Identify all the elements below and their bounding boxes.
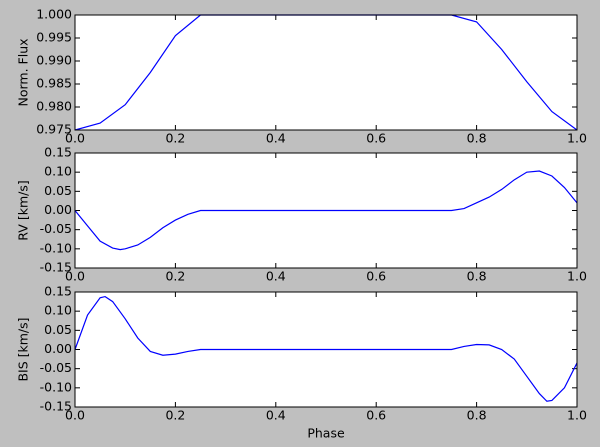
y-tick-label: 0.980 [36,99,72,114]
x-tick-label: 0.8 [467,269,487,284]
plot-area [75,15,577,130]
y-tick-label: 0.05 [44,322,72,337]
x-tick-label: 0.4 [266,269,286,284]
x-tick-label: 0.2 [165,408,185,423]
y-tick-label: 1.000 [36,7,72,22]
y-tick-label: 0.05 [44,183,72,198]
y-tick-label: -0.05 [40,221,72,236]
x-tick-label: 0.2 [165,131,185,146]
data-line [74,170,578,251]
y-axis-label: BIS [km/s] [16,317,31,381]
x-tick-label: 0.0 [65,269,85,284]
y-tick-label: -0.15 [40,260,72,275]
x-tick-label: 0.4 [266,408,286,423]
data-line [74,295,578,402]
plot-frame [74,291,578,408]
y-tick-label: -0.10 [40,379,72,394]
y-axis-label: Norm. Flux [16,38,31,106]
x-tick-label: 0.8 [467,131,487,146]
y-tick-label: -0.05 [40,360,72,375]
x-tick-label: 0.0 [65,408,85,423]
y-tick-label: -0.15 [40,399,72,414]
plot-frame [74,14,578,131]
y-tick-label: 0.00 [44,341,72,356]
x-tick-label: 0.2 [165,269,185,284]
x-tick-label: 1.0 [567,408,587,423]
y-tick-label: 0.990 [36,53,72,68]
y-tick-label: 0.15 [44,145,72,160]
x-tick-label: 0.0 [65,131,85,146]
x-tick-label: 0.6 [366,269,386,284]
x-tick-label: 1.0 [567,131,587,146]
plot-frame [74,152,578,269]
y-tick-label: 0.10 [44,164,72,179]
x-tick-label: 0.6 [366,131,386,146]
x-tick-label: 0.4 [266,131,286,146]
y-tick-label: 0.10 [44,303,72,318]
y-tick-label: 0.985 [36,76,72,91]
y-tick-label: 0.00 [44,202,72,217]
y-tick-label: 0.15 [44,284,72,299]
y-axis-label: RV [km/s] [16,180,31,240]
y-tick-label: 0.975 [36,122,72,137]
x-tick-label: 1.0 [567,269,587,284]
y-tick-label: -0.10 [40,240,72,255]
y-tick-label: 0.995 [36,30,72,45]
x-axis-label: Phase [307,426,345,441]
x-tick-label: 0.6 [366,408,386,423]
x-tick-label: 0.8 [467,408,487,423]
